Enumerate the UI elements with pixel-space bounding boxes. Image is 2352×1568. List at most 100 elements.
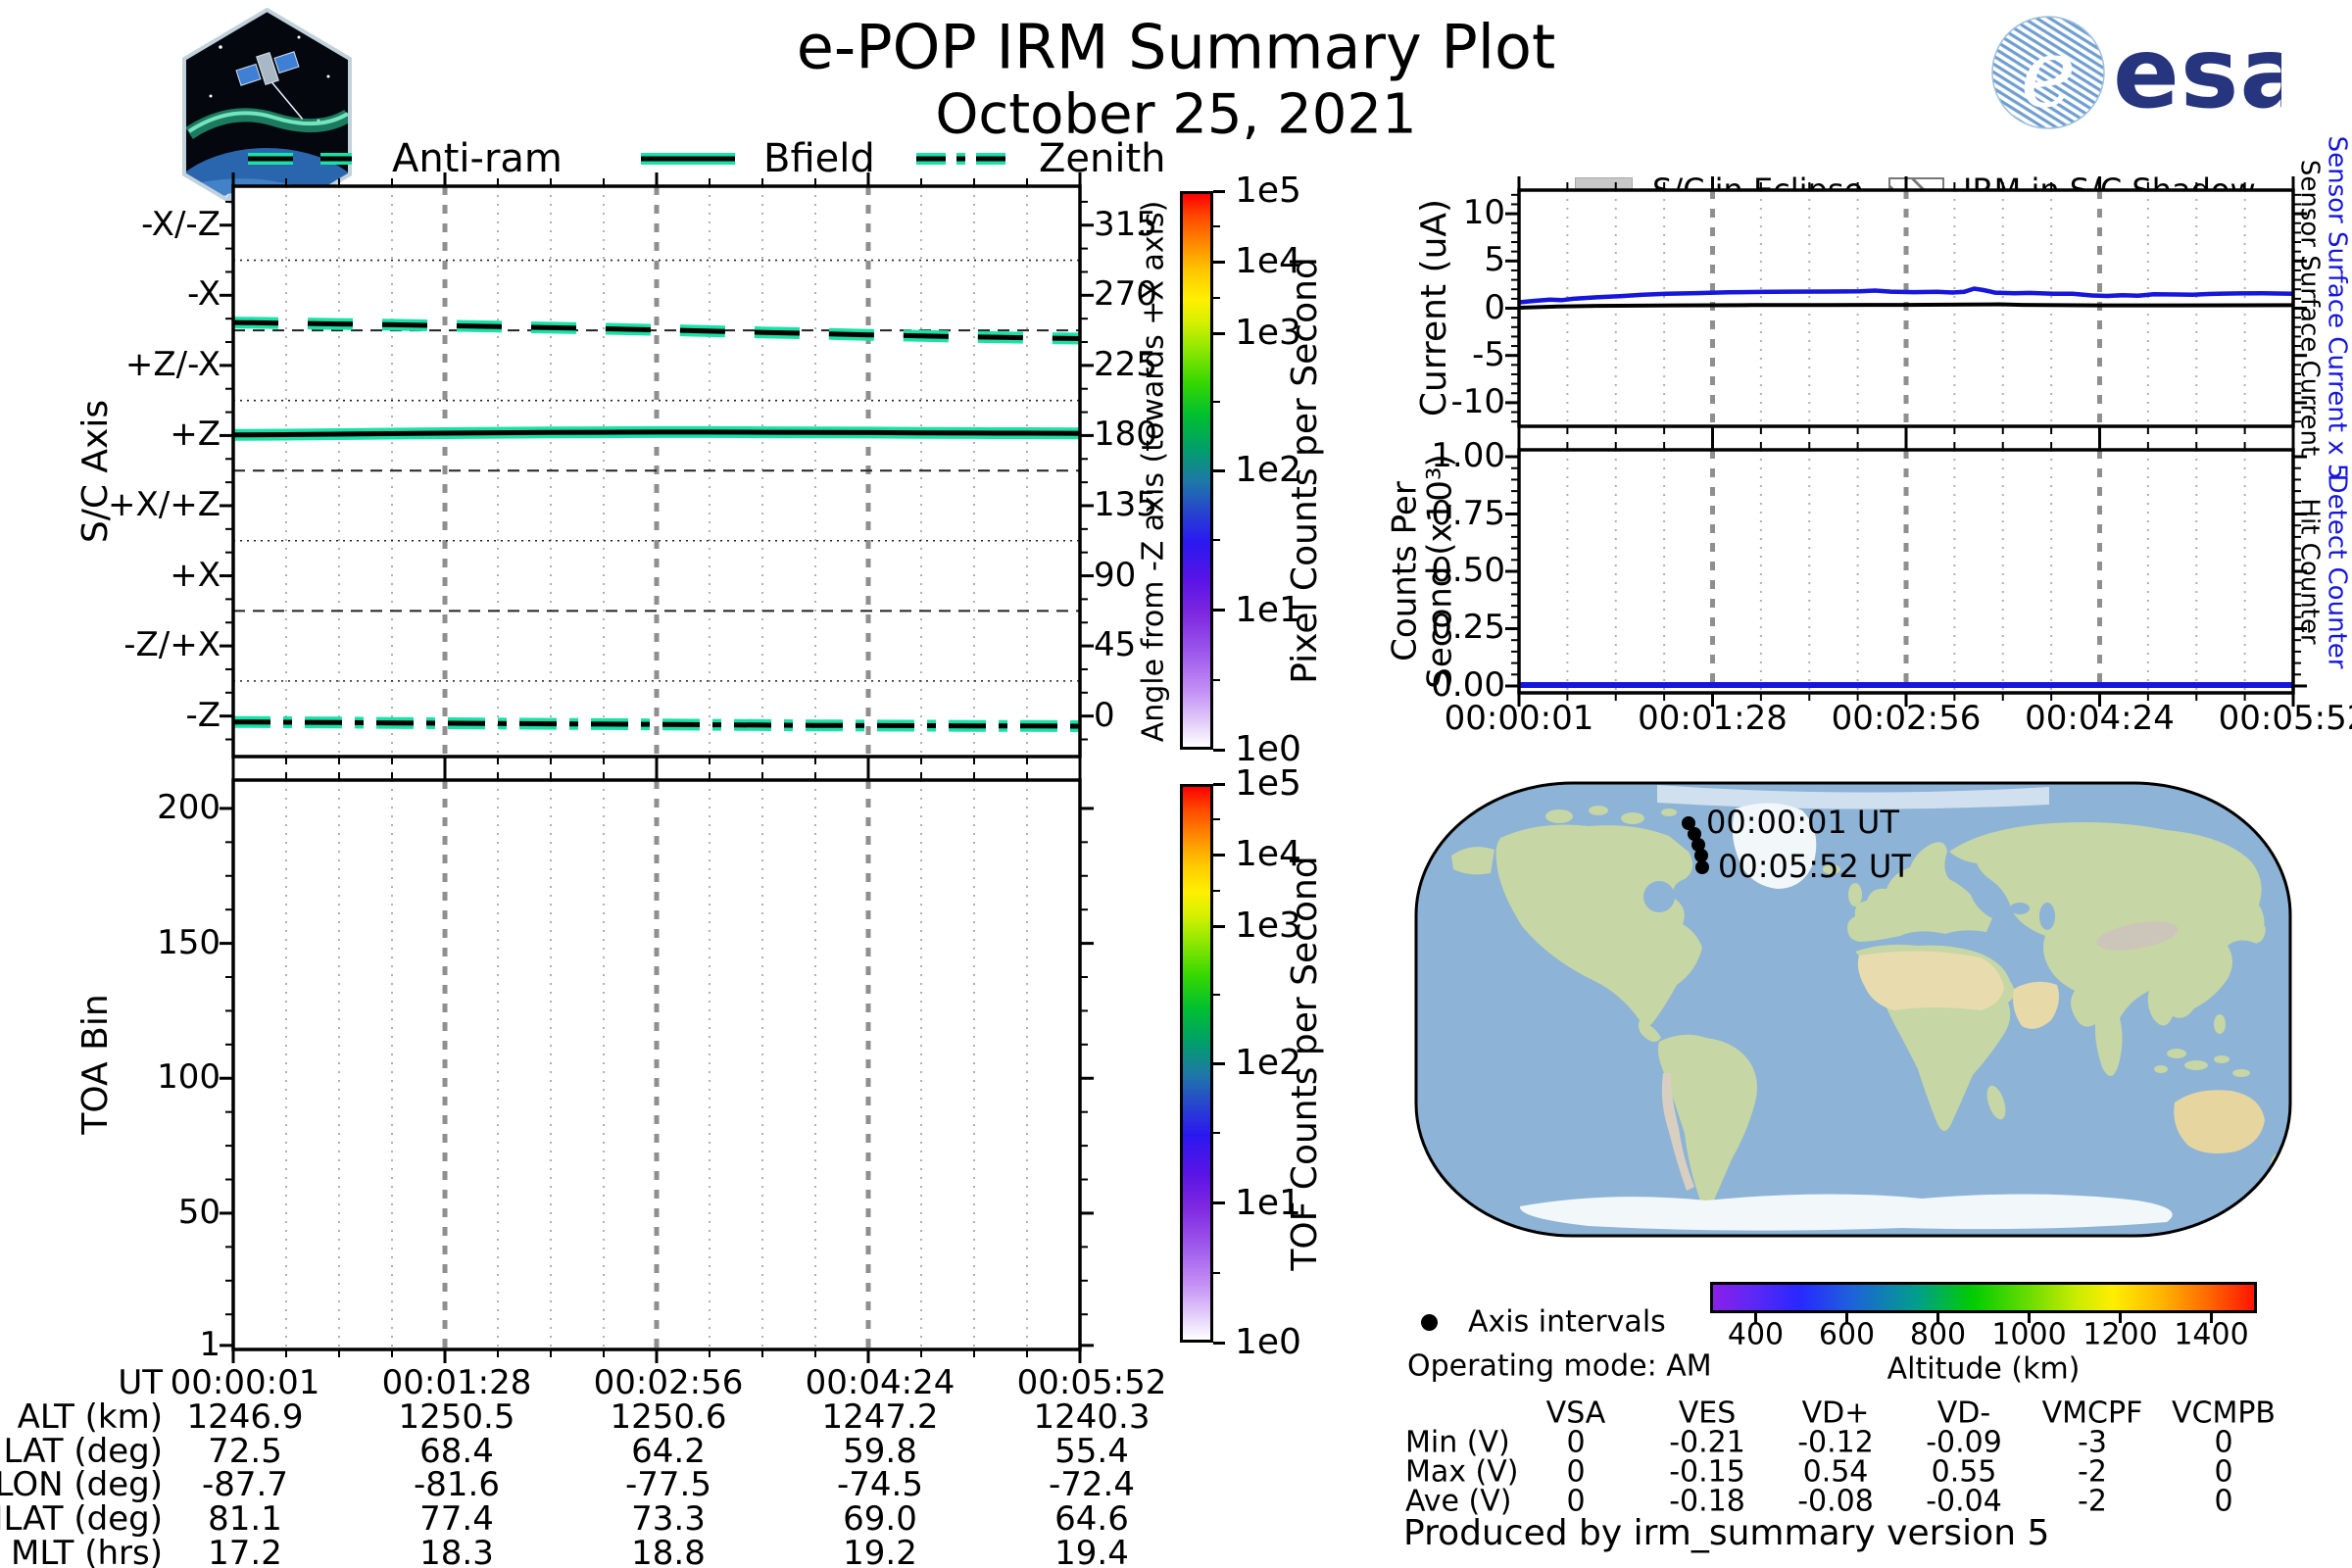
time-tick-label: 00:01:28 [1638, 699, 1788, 739]
ylabel-current: Current (uA) [1414, 198, 1455, 417]
sc-axis-ytick-left: -X/-Z [141, 204, 220, 244]
alt-colorbar-tick [2028, 1313, 2031, 1323]
trajectory-start-label: 00:00:01 UT [1706, 804, 1899, 841]
sc-axis-ytick-right: 90 [1094, 555, 1137, 595]
produced-by-text: Produced by irm_summary version 5 [1403, 1513, 2050, 1554]
toa-bin-ytick: 50 [177, 1193, 220, 1233]
ephemeris-cell: -87.7 [202, 1465, 288, 1505]
ephemeris-cell: 73.3 [631, 1499, 706, 1540]
ephemeris-cell: 55.4 [1054, 1431, 1129, 1471]
sc-axis-ytick-right: 135 [1094, 485, 1157, 525]
colorbar-tick [1213, 468, 1225, 472]
toa-bin-ytick: 200 [157, 788, 220, 828]
sc-axis-ytick-left: +X [170, 555, 220, 595]
colorbar-tick-label: 1e0 [1235, 729, 1301, 770]
counts-plot [1505, 436, 2307, 707]
colorbar-minortick [1213, 993, 1220, 996]
right-label-detect-counter: Detect Counter [2322, 473, 2352, 669]
ephemeris-cell: 17.2 [208, 1534, 282, 1568]
colorbar-tick-label: 1e0 [1235, 1322, 1301, 1363]
world-map: 00:00:01 UT 00:05:52 UT [1414, 781, 2292, 1238]
counts-ytick: 0.75 [1431, 493, 1505, 533]
current-ytick: -5 [1472, 334, 1505, 374]
ephemeris-cell: 00:01:28 [381, 1363, 532, 1403]
colorbar-tick-label: 1e2 [1235, 1043, 1301, 1084]
ylabel-toa-bin: TOA Bin [75, 994, 117, 1135]
time-tick-label: 00:00:01 [1444, 699, 1594, 739]
voltage-cell: 0 [1566, 1484, 1586, 1519]
voltage-cell: 0.54 [1802, 1454, 1869, 1490]
colorbar-minortick [1213, 296, 1220, 299]
colorbar-minortick [1213, 818, 1220, 821]
legend-label-antiram: Anti-ram [392, 136, 563, 181]
voltage-cell: -0.08 [1797, 1484, 1874, 1519]
voltage-cell: 0 [1566, 1454, 1586, 1490]
ephemeris-cell: 59.8 [843, 1431, 917, 1471]
sc-axis-ytick-left: +Z [170, 415, 220, 455]
counts-ytick: 0.00 [1431, 665, 1505, 706]
ephemeris-cell: 18.8 [631, 1534, 706, 1568]
legend-label-zenith: Zenith [1039, 136, 1166, 181]
alt-colorbar-tick [1845, 1313, 1848, 1323]
colorbar-minortick [1213, 225, 1220, 228]
trajectory-points [1682, 816, 1709, 874]
esa-globe-icon [1992, 17, 2104, 128]
page-date: October 25, 2021 [935, 82, 1417, 147]
colorbar-tick [1213, 260, 1225, 264]
voltage-row-label: Min (V) [1405, 1425, 1510, 1460]
sc-axis-ytick-right: 270 [1094, 274, 1157, 315]
colorbar-minortick [1213, 1271, 1220, 1274]
toa-bin-ytick: 100 [157, 1057, 220, 1098]
voltage-cell: 0 [2214, 1425, 2233, 1460]
voltage-cell: -2 [2078, 1454, 2107, 1490]
trajectory-end-label: 00:05:52 UT [1718, 848, 1911, 885]
ephemeris-cell: 00:00:01 [170, 1363, 320, 1403]
voltage-cell: 0 [2214, 1484, 2233, 1519]
ephemeris-cell: 69.0 [843, 1499, 917, 1540]
esa-e-glyph: e [2021, 19, 2077, 128]
voltage-cell: -0.04 [1926, 1484, 2002, 1519]
voltage-cell: -2 [2078, 1484, 2107, 1519]
colorbar-tof [1180, 784, 1213, 1343]
voltage-row-label: Ave (V) [1405, 1484, 1512, 1519]
ephemeris-cell: 1250.6 [610, 1396, 727, 1437]
colorbar-tick [1213, 748, 1225, 752]
sc-axis-ytick-right: 180 [1094, 415, 1157, 455]
current-ytick: 5 [1484, 240, 1505, 280]
alt-colorbar-tick-label: 400 [1727, 1317, 1785, 1352]
ephemeris-row-label: MLT (hrs) [11, 1534, 163, 1568]
ephemeris-row-label: ALT (km) [17, 1396, 163, 1437]
sc-axis-ytick-left: +Z/-X [124, 345, 220, 385]
sc-axis-ytick-left: -Z/+X [123, 625, 220, 665]
colorbar-tick [1213, 1201, 1225, 1204]
colorbar-minortick [1213, 539, 1220, 542]
current-ytick: 10 [1462, 193, 1505, 233]
colorbar-altitude [1710, 1282, 2257, 1313]
colorbar-tick [1213, 189, 1225, 193]
esa-wordmark: esa [2113, 16, 2281, 130]
alt-colorbar-tick [1936, 1313, 1939, 1323]
ephemeris-cell: 1246.9 [186, 1396, 304, 1437]
ephemeris-cell: 1240.3 [1033, 1396, 1151, 1437]
ephemeris-cell: -77.5 [625, 1465, 711, 1505]
axis-intervals-label: Axis intervals [1468, 1304, 1666, 1340]
colorbar-minortick [1213, 889, 1220, 892]
sc-axis-ytick-right: 225 [1094, 345, 1157, 385]
ephemeris-cell: -81.6 [414, 1465, 500, 1505]
colorbar-minortick [1213, 400, 1220, 403]
voltage-column-header: VMCPF [2041, 1396, 2143, 1431]
sc-axis-ytick-left: -X [187, 274, 220, 315]
alt-colorbar-tick [2119, 1313, 2122, 1323]
satellite-icon [235, 51, 304, 120]
page-title: e-POP IRM Summary Plot [796, 11, 1556, 83]
voltage-cell: 0.55 [1931, 1454, 1997, 1490]
ephemeris-cell: 72.5 [208, 1431, 282, 1471]
colorbar-tick [1213, 1341, 1225, 1345]
ephemeris-cell: 00:04:24 [805, 1363, 956, 1403]
colorbar-tick [1213, 609, 1225, 612]
counts-ytick: 0.25 [1431, 608, 1505, 648]
ephemeris-cell: 81.1 [208, 1499, 282, 1540]
colorbar-tick-label: 1e4 [1235, 834, 1301, 875]
alt-colorbar-tick-label: 600 [1818, 1317, 1876, 1352]
